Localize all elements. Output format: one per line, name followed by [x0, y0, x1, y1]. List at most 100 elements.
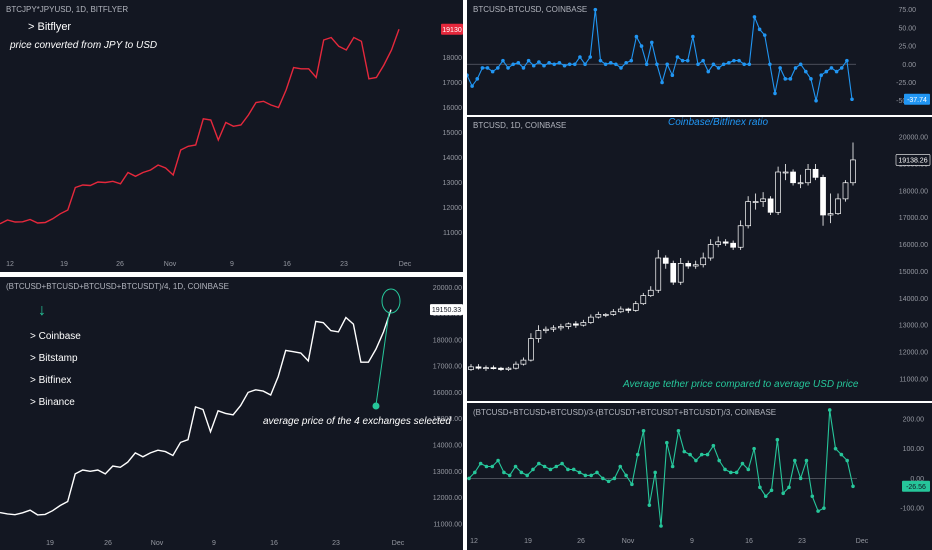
data-point	[647, 503, 652, 507]
data-point	[571, 467, 576, 472]
data-point	[601, 476, 605, 481]
x-tick-label: 23	[340, 261, 348, 268]
data-point	[675, 55, 680, 59]
candles-chart-panel: 11000.00 12000.00 13000.00 14000.00 15000.00…	[467, 117, 932, 401]
data-point	[583, 62, 587, 67]
data-point	[768, 62, 772, 67]
data-point	[480, 66, 485, 70]
y-tick-label: 17000	[443, 80, 463, 87]
data-point	[793, 66, 798, 70]
exchange-item: > Binance	[30, 397, 75, 408]
candle-body	[722, 241, 729, 244]
y-tick-label: -25.00	[896, 80, 916, 87]
candle-body	[655, 257, 662, 291]
data-point	[688, 452, 692, 457]
tether-chart-panel: 200.00 100.00 0.00 -100.00 12 19 26 Nov 9 16 23 Dec…	[467, 403, 932, 550]
candle-body	[505, 367, 512, 370]
data-point	[742, 62, 746, 67]
data-point	[746, 467, 751, 472]
data-point	[562, 63, 567, 68]
candle-body	[632, 303, 639, 311]
x-tick-label: 23	[332, 540, 340, 547]
series-line	[0, 309, 392, 516]
candle-body	[850, 159, 856, 184]
x-tick-label: Nov	[151, 540, 164, 547]
highlight-circle	[381, 288, 401, 314]
candle-body	[715, 241, 722, 245]
data-point	[775, 437, 780, 442]
data-point	[573, 62, 577, 67]
data-point	[701, 58, 705, 63]
last-value-badge	[904, 93, 930, 105]
data-point	[630, 482, 634, 487]
candle-body	[565, 323, 572, 327]
data-point	[650, 40, 654, 45]
candle-body	[587, 316, 594, 323]
y-tick-label: 18000.00	[433, 337, 462, 344]
y-tick-label: 17000.00	[899, 215, 928, 222]
candle-body	[573, 323, 579, 326]
candle-body	[535, 330, 542, 339]
data-point	[552, 62, 557, 67]
y-tick-label: 100.00	[903, 446, 925, 453]
y-tick-label: 11000.00	[433, 521, 462, 528]
y-tick-label: 0.00	[902, 62, 916, 69]
data-point	[850, 97, 854, 102]
candle-body	[745, 201, 751, 227]
data-point	[676, 429, 681, 433]
data-point	[537, 461, 541, 466]
candle-body	[835, 198, 841, 215]
data-point	[485, 66, 490, 70]
last-value-badge	[902, 480, 930, 492]
y-tick-label: 14000	[443, 155, 463, 162]
data-point	[783, 77, 788, 81]
data-point	[470, 84, 474, 88]
data-point	[727, 61, 731, 65]
data-point	[680, 58, 685, 63]
data-point	[711, 62, 716, 67]
last-value-label: 19130	[442, 27, 462, 34]
data-point	[475, 77, 480, 81]
candle-body	[662, 257, 669, 264]
data-point	[588, 55, 592, 59]
data-point	[839, 66, 844, 70]
x-tick-label: 26	[116, 261, 124, 268]
last-value-label: -26.56	[906, 484, 926, 491]
data-point	[682, 449, 687, 454]
data-point	[729, 470, 733, 475]
y-tick-label: 12000.00	[433, 495, 462, 502]
y-tick-label: 20000.00	[433, 285, 462, 292]
data-point	[578, 55, 582, 59]
data-point	[511, 62, 515, 67]
data-point	[655, 62, 659, 67]
y-tick-label: 16000.00	[899, 242, 928, 249]
data-point	[762, 33, 767, 37]
data-point	[778, 66, 782, 70]
data-point	[612, 476, 617, 481]
data-point	[635, 452, 640, 457]
y-tick-label: -100.00	[900, 506, 924, 513]
candle-body	[692, 264, 699, 267]
pointer-line	[375, 312, 390, 406]
x-tick-label: 26	[104, 540, 112, 547]
y-tick-label: 0.00	[910, 476, 924, 483]
data-point	[542, 464, 547, 469]
data-point	[670, 73, 675, 78]
candle-body	[550, 327, 557, 330]
x-tick-label: Nov	[164, 261, 177, 268]
data-point	[502, 470, 506, 475]
data-point	[490, 464, 495, 469]
data-point	[496, 458, 500, 463]
exchange-item: > Bitstamp	[30, 353, 78, 364]
data-point	[829, 66, 834, 70]
data-point	[773, 91, 777, 96]
data-point	[798, 62, 803, 67]
data-point	[542, 63, 546, 68]
x-tick-label: 12	[470, 538, 478, 545]
data-point	[705, 452, 710, 457]
data-point	[747, 62, 752, 67]
data-point	[606, 479, 611, 484]
data-point	[618, 464, 623, 469]
y-tick-label: 15000	[443, 130, 463, 137]
